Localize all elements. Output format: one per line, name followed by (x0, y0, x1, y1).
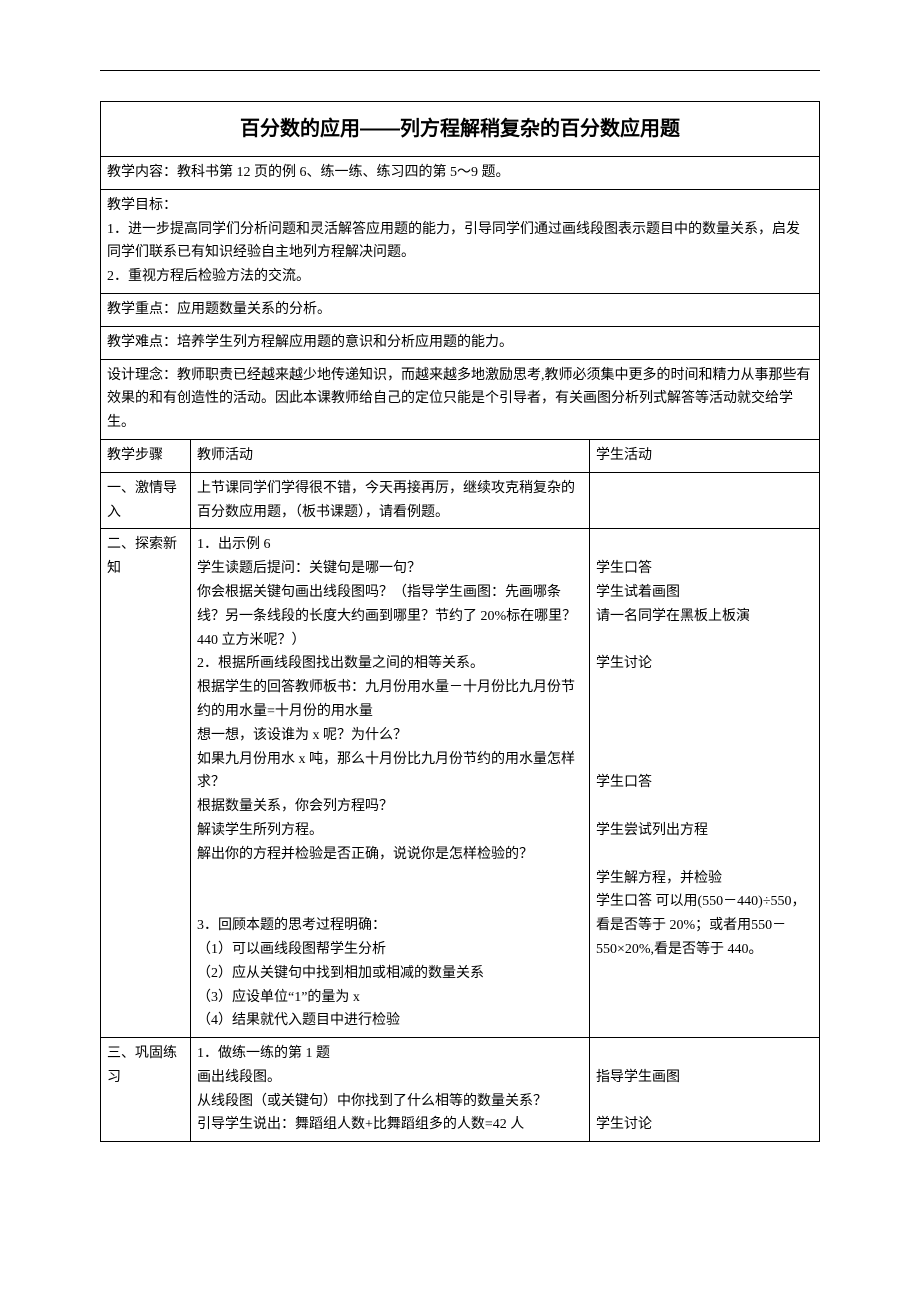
teacher-activity-3: 1．做练一练的第 1 题 画出线段图。 从线段图（或关键句）中你找到了什么相等的… (191, 1038, 590, 1142)
step-name-3: 三、巩固练习 (101, 1038, 191, 1142)
difficulty-row: 教学难点：培养学生列方程解应用题的意识和分析应用题的能力。 (101, 326, 820, 359)
goal-row: 教学目标： 1．进一步提高同学们分析问题和灵活解答应用题的能力，引导同学们通过画… (101, 189, 820, 293)
step-name-1: 一、激情导入 (101, 472, 191, 529)
design-concept: 设计理念：教师职责已经越来越少地传递知识，而越来越多地激励思考,教师必须集中更多… (101, 359, 820, 439)
step-name-2: 二、探索新知 (101, 529, 191, 1038)
teaching-focus: 教学重点：应用题数量关系的分析。 (101, 293, 820, 326)
teaching-difficulty: 教学难点：培养学生列方程解应用题的意识和分析应用题的能力。 (101, 326, 820, 359)
concept-row: 设计理念：教师职责已经越来越少地传递知识，而越来越多地激励思考,教师必须集中更多… (101, 359, 820, 439)
step-row-3: 三、巩固练习 1．做练一练的第 1 题 画出线段图。 从线段图（或关键句）中你找… (101, 1038, 820, 1142)
title-row: 百分数的应用——列方程解稍复杂的百分数应用题 (101, 102, 820, 157)
step-row-2: 二、探索新知 1．出示例 6 学生读题后提问：关键句是哪一句？ 你会根据关键句画… (101, 529, 820, 1038)
student-activity-3: 指导学生画图 学生讨论 (590, 1038, 820, 1142)
lesson-plan-page: 百分数的应用——列方程解稍复杂的百分数应用题 教学内容：教科书第 12 页的例 … (0, 0, 920, 1302)
teaching-content: 教学内容：教科书第 12 页的例 6、练一练、练习四的第 5～9 题。 (101, 157, 820, 190)
goal-item-1: 1．进一步提高同学们分析问题和灵活解答应用题的能力，引导同学们通过画线段图表示题… (107, 218, 813, 266)
header-step: 教学步骤 (101, 439, 191, 472)
goal-label: 教学目标： (107, 194, 813, 218)
header-student: 学生活动 (590, 439, 820, 472)
teacher-activity-2: 1．出示例 6 学生读题后提问：关键句是哪一句？ 你会根据关键句画出线段图吗？（… (191, 529, 590, 1038)
lesson-title: 百分数的应用——列方程解稍复杂的百分数应用题 (101, 102, 820, 157)
teacher-activity-1: 上节课同学们学得很不错，今天再接再厉，继续攻克稍复杂的百分数应用题，（板书课题）… (191, 472, 590, 529)
focus-row: 教学重点：应用题数量关系的分析。 (101, 293, 820, 326)
top-rule (100, 70, 820, 71)
lesson-plan-table: 百分数的应用——列方程解稍复杂的百分数应用题 教学内容：教科书第 12 页的例 … (100, 101, 820, 1142)
header-row: 教学步骤 教师活动 学生活动 (101, 439, 820, 472)
teaching-goals: 教学目标： 1．进一步提高同学们分析问题和灵活解答应用题的能力，引导同学们通过画… (101, 189, 820, 293)
student-activity-1 (590, 472, 820, 529)
step-row-1: 一、激情导入 上节课同学们学得很不错，今天再接再厉，继续攻克稍复杂的百分数应用题… (101, 472, 820, 529)
content-row: 教学内容：教科书第 12 页的例 6、练一练、练习四的第 5～9 题。 (101, 157, 820, 190)
goal-item-2: 2．重视方程后检验方法的交流。 (107, 265, 813, 289)
header-teacher: 教师活动 (191, 439, 590, 472)
student-activity-2: 学生口答 学生试着画图 请一名同学在黑板上板演 学生讨论 学生口答 学生尝试列出… (590, 529, 820, 1038)
